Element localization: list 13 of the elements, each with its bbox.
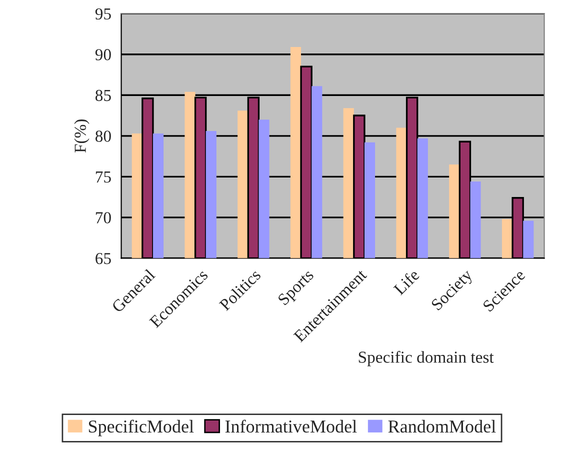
y-axis-title: F(%) bbox=[74, 120, 90, 153]
y-tick-label: 75 bbox=[96, 172, 111, 183]
x-axis-title: Specific domain test bbox=[358, 350, 494, 366]
legend-label: SpecificModel bbox=[88, 420, 194, 436]
y-tick-label: 90 bbox=[95, 49, 111, 60]
x-tick-label: Life bbox=[392, 268, 420, 296]
y-tick-label: 80 bbox=[96, 130, 111, 142]
y-tick-label: 65 bbox=[96, 252, 111, 264]
legend-label: InformativeModel bbox=[225, 420, 357, 433]
y-tick-label: 70 bbox=[96, 212, 111, 224]
y-tick-label: 85 bbox=[96, 90, 111, 102]
y-tick-label: 95 bbox=[95, 8, 111, 20]
legend-label: RandomModel bbox=[388, 420, 496, 433]
